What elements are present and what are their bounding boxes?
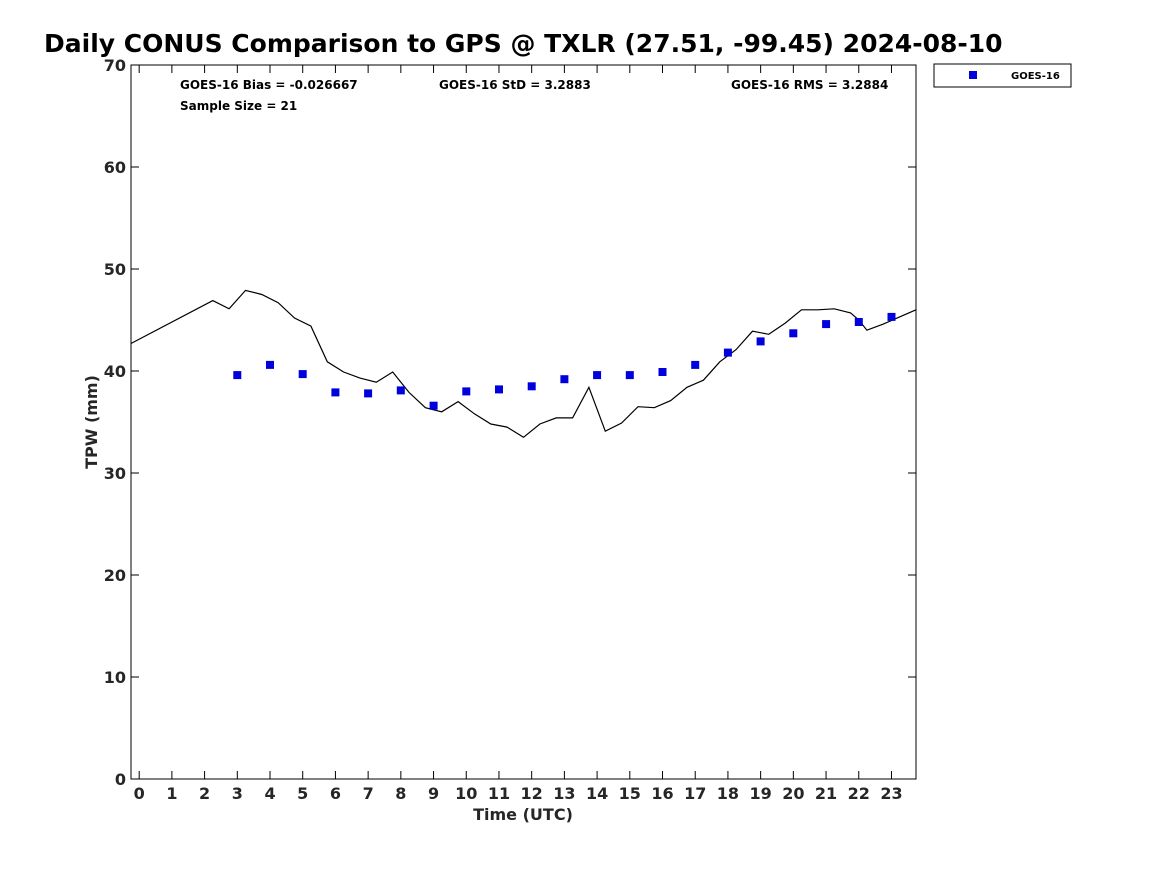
stat-std: GOES-16 StD = 3.2883: [439, 78, 591, 92]
x-tick-label: 5: [297, 784, 308, 803]
x-tick-label: 20: [782, 784, 804, 803]
goes-16-point: [756, 337, 765, 346]
x-tick-label: 15: [619, 784, 641, 803]
goes-16-point: [854, 318, 863, 326]
x-tick-label: 9: [428, 784, 439, 803]
legend: GOES-16: [933, 63, 1072, 88]
x-tick-label: 6: [330, 784, 341, 803]
y-tick-label: 30: [104, 464, 126, 483]
x-tick-label: 2: [199, 784, 210, 803]
x-tick-label: 16: [651, 784, 673, 803]
goes-16-point: [691, 360, 700, 369]
goes-16-point: [527, 382, 536, 391]
gps-series-line: [130, 289, 917, 439]
x-tick-label: 10: [455, 784, 477, 803]
goes-16-point: [364, 389, 373, 398]
stat-bias: GOES-16 Bias = -0.026667: [180, 78, 358, 92]
x-tick-label: 21: [815, 784, 837, 803]
goes-16-point: [658, 368, 667, 376]
x-tick-label: 12: [521, 784, 543, 803]
x-tick-label: 11: [488, 784, 510, 803]
y-tick-label: 70: [104, 56, 126, 75]
goes-16-series: [233, 312, 896, 410]
goes-16-point: [331, 388, 340, 397]
x-tick-label: 4: [264, 784, 275, 803]
y-tick-label: 20: [104, 566, 126, 585]
legend-box: [933, 63, 1072, 88]
x-tick-label: 13: [553, 784, 575, 803]
y-tick-label: 50: [104, 260, 126, 279]
y-tick-label: 10: [104, 668, 126, 687]
legend-marker-goes-16: [969, 71, 977, 79]
x-tick-label: 19: [750, 784, 772, 803]
y-axis-label: TPW (mm): [82, 375, 101, 469]
x-tick-label: 8: [395, 784, 406, 803]
goes-16-point: [266, 360, 274, 369]
x-tick-label: 0: [134, 784, 145, 803]
goes-16-point: [887, 312, 896, 321]
goes-16-point: [560, 375, 569, 384]
goes-16-point: [789, 329, 798, 338]
goes-16-point: [495, 385, 503, 394]
goes-16-point: [233, 371, 242, 380]
x-tick-label: 3: [232, 784, 243, 803]
x-tick-label: 23: [880, 784, 902, 803]
y-tick-label: 0: [115, 770, 126, 789]
goes-16-point: [298, 370, 307, 379]
stat-rms: GOES-16 RMS = 3.2884: [731, 78, 888, 92]
goes-16-point: [822, 320, 831, 329]
x-tick-label: 22: [848, 784, 870, 803]
y-axis: 0 10 20 30 40 50 60 70: [104, 56, 916, 789]
x-tick-label: 18: [717, 784, 739, 803]
chart-title: Daily CONUS Comparison to GPS @ TXLR (27…: [44, 29, 1003, 58]
x-axis-label: Time (UTC): [473, 805, 573, 824]
x-axis: 0 1 2 3 4 5 6 7 8 9 10 11 12 13 14 15 16 17 18 19 20 21 22 23: [134, 65, 903, 803]
stat-sample-size: Sample Size = 21: [180, 99, 297, 113]
y-tick-label: 60: [104, 158, 126, 177]
x-tick-label: 1: [166, 784, 177, 803]
goes-16-point: [462, 387, 471, 396]
goes-16-point: [396, 386, 405, 395]
x-tick-label: 17: [684, 784, 706, 803]
x-tick-label: 7: [363, 784, 374, 803]
goes-16-point: [625, 371, 634, 380]
goes-16-point: [723, 348, 732, 357]
y-tick-label: 40: [104, 362, 126, 381]
goes-16-point: [429, 401, 438, 410]
plot-frame: [130, 64, 917, 780]
goes-16-point: [593, 371, 602, 380]
legend-label-goes-16: GOES-16: [1011, 71, 1060, 82]
x-tick-label: 14: [586, 784, 608, 803]
